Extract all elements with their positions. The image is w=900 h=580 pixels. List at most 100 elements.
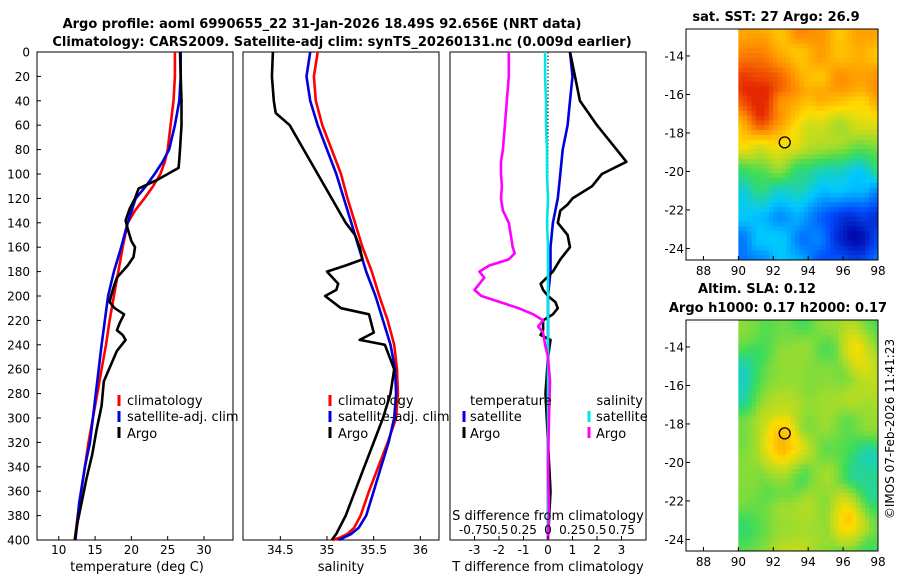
- sst-cell: [760, 158, 766, 165]
- sla-cell: [808, 464, 814, 470]
- sst-cell: [864, 53, 870, 59]
- sla-cell: [843, 416, 849, 422]
- sla-cell: [856, 435, 862, 441]
- sst-cell: [751, 192, 757, 199]
- sst-cell: [843, 67, 849, 73]
- sla-cell: [825, 329, 831, 336]
- sla-cell: [821, 401, 827, 408]
- sst-cell: [786, 43, 792, 49]
- sst-cell: [742, 72, 748, 78]
- sla-cell: [838, 372, 844, 379]
- sst-cell: [851, 67, 857, 73]
- salinity-x-tick-label: 34.5: [267, 543, 294, 557]
- sla-cell: [760, 546, 766, 551]
- sst-cell: [864, 125, 870, 131]
- sst-cell: [760, 250, 766, 256]
- sst-cell: [803, 48, 809, 54]
- sst-cell: [777, 139, 783, 146]
- sla-cell: [856, 397, 862, 403]
- sla-cell: [777, 329, 783, 336]
- sla-cell: [773, 421, 779, 427]
- sla-cell: [873, 358, 878, 364]
- sla-cell: [816, 498, 822, 504]
- sla-cell: [816, 344, 822, 350]
- sst-cell: [777, 197, 783, 203]
- sla-cell: [738, 526, 744, 533]
- sst-cell: [747, 231, 753, 237]
- figure-title-line1: Argo profile: aoml 6990655_22 31-Jan-202…: [63, 17, 582, 32]
- sla-cell: [782, 474, 787, 480]
- sst-cell: [799, 187, 805, 194]
- sla-cell: [834, 536, 840, 542]
- sla-cell: [851, 348, 857, 355]
- sla-cell: [856, 445, 862, 451]
- sla-cell: [738, 541, 744, 547]
- sla-cell: [864, 392, 870, 398]
- sla-cell: [860, 464, 866, 470]
- sla-cell: [851, 406, 857, 413]
- sla-cell: [755, 459, 761, 465]
- sla-cell: [816, 392, 822, 398]
- sla-cell: [803, 339, 809, 345]
- sst-cell: [830, 163, 835, 170]
- sst-cell: [790, 202, 796, 208]
- sla-cell: [751, 546, 757, 551]
- sla-cell: [795, 478, 801, 485]
- depth-tick-label: 20: [15, 70, 30, 84]
- sst-cell: [834, 125, 840, 131]
- sla-cell: [790, 459, 796, 465]
- sla-cell: [856, 416, 862, 422]
- sst-cell: [873, 216, 878, 223]
- sst-cell: [751, 240, 757, 247]
- sst-cell: [760, 192, 766, 199]
- sst-cell: [786, 207, 792, 213]
- sla-cell: [755, 507, 761, 514]
- depth-tick-label: 380: [7, 509, 30, 523]
- sst-cell: [869, 211, 875, 218]
- sst-cell: [755, 187, 761, 194]
- sst-cell: [773, 29, 779, 35]
- difference-panel: -3 -2 -1 0 1 2 3 T difference from climatology…: [449, 51, 648, 575]
- sla-cell: [786, 474, 792, 480]
- sst-cell: [834, 86, 840, 93]
- sst-cell: [782, 231, 787, 237]
- sst-lon-ticks: 88 90 92 94 96 98: [696, 256, 886, 278]
- sla-cell: [790, 401, 796, 408]
- sla-cell: [777, 382, 783, 388]
- sla-cell: [795, 454, 801, 461]
- sla-cell: [860, 541, 866, 547]
- sla-cell: [799, 469, 805, 475]
- sst-cell: [768, 86, 774, 93]
- sst-cell: [830, 130, 835, 136]
- sst-cell: [764, 130, 770, 136]
- sst-cell: [786, 158, 792, 165]
- sla-cell: [830, 449, 835, 456]
- sst-cell: [834, 139, 840, 146]
- sst-cell: [773, 197, 779, 203]
- sst-cell: [795, 173, 801, 179]
- sla-cell: [742, 329, 748, 336]
- sst-cell: [864, 134, 870, 141]
- sst-cell: [830, 115, 835, 122]
- sla-cell: [786, 512, 792, 518]
- sla-cell: [742, 469, 748, 475]
- sst-cell: [851, 86, 857, 93]
- sla-cell: [799, 401, 805, 408]
- sla-cell: [847, 406, 853, 413]
- sla-cell: [808, 372, 814, 379]
- sst-cell: [738, 110, 744, 117]
- sla-cell: [747, 522, 753, 528]
- sla-cell: [847, 363, 853, 369]
- sla-cell: [864, 474, 870, 480]
- sst-cell: [755, 231, 761, 237]
- sla-cell: [847, 464, 853, 470]
- sla-cell: [834, 469, 840, 475]
- sla-cell: [812, 478, 818, 485]
- sla-cell: [751, 368, 757, 374]
- sst-cell: [799, 211, 805, 218]
- sst-cell: [838, 81, 844, 88]
- sla-cell: [821, 435, 827, 441]
- sla-cell: [847, 488, 853, 494]
- sst-cell: [786, 96, 792, 102]
- sst-cell: [773, 178, 779, 184]
